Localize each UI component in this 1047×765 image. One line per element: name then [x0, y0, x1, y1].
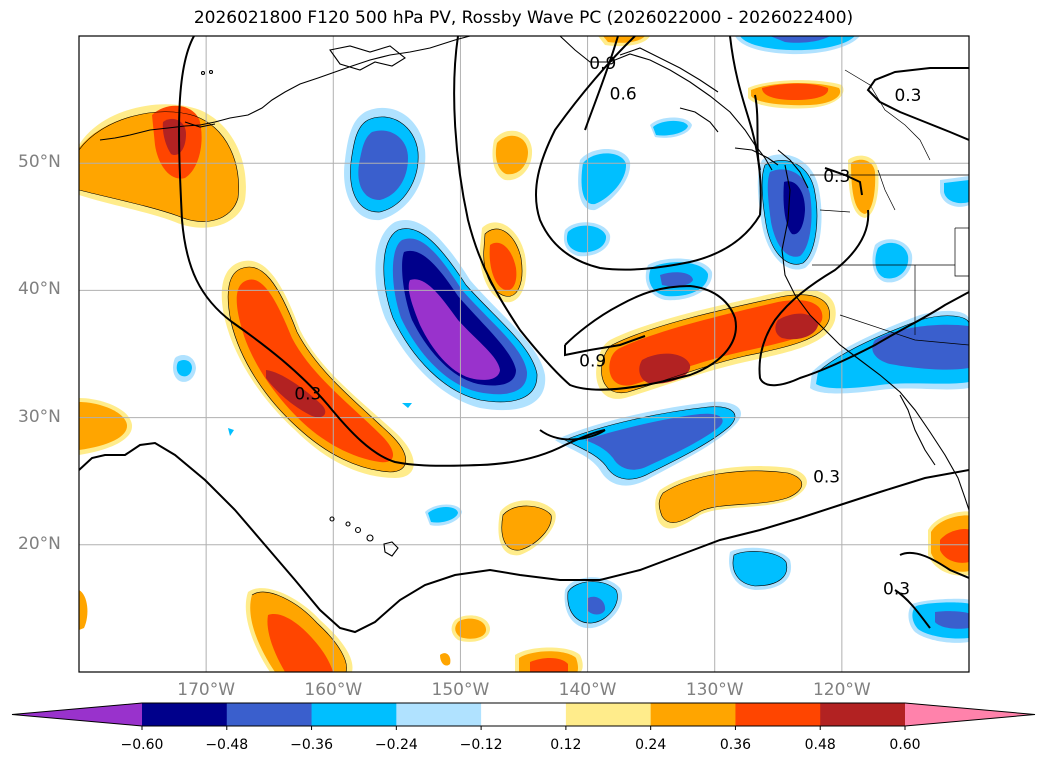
lon-label-3: 140°W	[558, 680, 617, 700]
colorbar-extend-low	[12, 703, 142, 726]
contour-label-4: 0.9	[579, 352, 606, 372]
colorbar-segment-1	[226, 703, 313, 726]
colorbar-tick-label-9: 0.60	[889, 737, 921, 753]
colorbar-segment-0	[142, 703, 228, 726]
lon-label-0: 170°W	[177, 680, 236, 700]
pv-positive-band-central	[221, 260, 414, 478]
colorbar-tick-label-0: −0.60	[120, 737, 164, 753]
pv-positive-south-east	[655, 466, 807, 529]
colorbar-segment-6	[650, 703, 736, 726]
pv-negative-blob-north	[344, 107, 426, 221]
colorbar-extend-high	[905, 703, 1035, 726]
pv-positive-small-blobs	[440, 130, 556, 666]
colorbar-tick-label-4: −0.12	[459, 737, 503, 753]
colorbar-tick-label-7: 0.36	[719, 737, 752, 753]
colorbar-tick-label-3: −0.24	[374, 737, 418, 753]
pv-interior-blobs	[810, 155, 969, 643]
pv-north-edge-blobs	[598, 36, 860, 109]
lat-label-1: 30°N	[18, 406, 61, 427]
colorbar-segment-4	[481, 703, 567, 726]
lat-label-3: 50°N	[18, 152, 61, 173]
lon-label-2: 150°W	[431, 680, 490, 700]
pv-mean-contours	[79, 36, 969, 634]
lon-label-4: 130°W	[685, 680, 744, 700]
lat-label-0: 20°N	[18, 533, 61, 554]
lat-label-2: 40°N	[18, 279, 61, 300]
colorbar	[11, 702, 1036, 730]
contour-label-0: 0.9	[589, 54, 616, 74]
pv-thin-contours	[79, 111, 969, 672]
lon-label-1: 160°W	[304, 680, 363, 700]
map-gridlines	[79, 36, 969, 672]
colorbar-tick-label-8: 0.48	[804, 737, 836, 753]
colorbar-tick-label-5: 0.12	[550, 737, 582, 753]
contour-label-6: 0.3	[813, 467, 840, 487]
pv-negative-band-south	[555, 401, 742, 486]
pv-positive-band-east	[596, 289, 836, 399]
contour-label-7: 0.3	[883, 579, 910, 599]
contour-labels: 0.9 0.6 0.3 0.3 0.9 0.3 0.3 0.3	[294, 54, 921, 599]
pv-anomaly-fill	[79, 36, 969, 672]
map-frame	[78, 35, 970, 673]
colorbar-segment-7	[735, 703, 821, 726]
pv-edge-blobs	[79, 398, 583, 672]
colorbar-tick-label-2: −0.36	[290, 737, 333, 753]
colorbar-tick-label-1: −0.48	[205, 737, 249, 753]
lon-label-5: 120°W	[812, 680, 871, 700]
colorbar-segment-2	[311, 703, 397, 726]
colorbar-segment-5	[565, 703, 652, 726]
contour-label-5: 0.3	[294, 385, 321, 405]
contour-label-1: 0.6	[610, 85, 637, 105]
contour-label-3: 0.3	[823, 167, 850, 187]
map-title: 2026021800 F120 500 hPa PV, Rossby Wave …	[193, 8, 854, 28]
colorbar-segment-3	[396, 703, 482, 726]
contour-label-2: 0.3	[894, 86, 921, 106]
colorbar-segment-8	[820, 703, 906, 726]
colorbar-tick-label-6: 0.24	[635, 737, 667, 753]
coastlines	[99, 36, 969, 557]
